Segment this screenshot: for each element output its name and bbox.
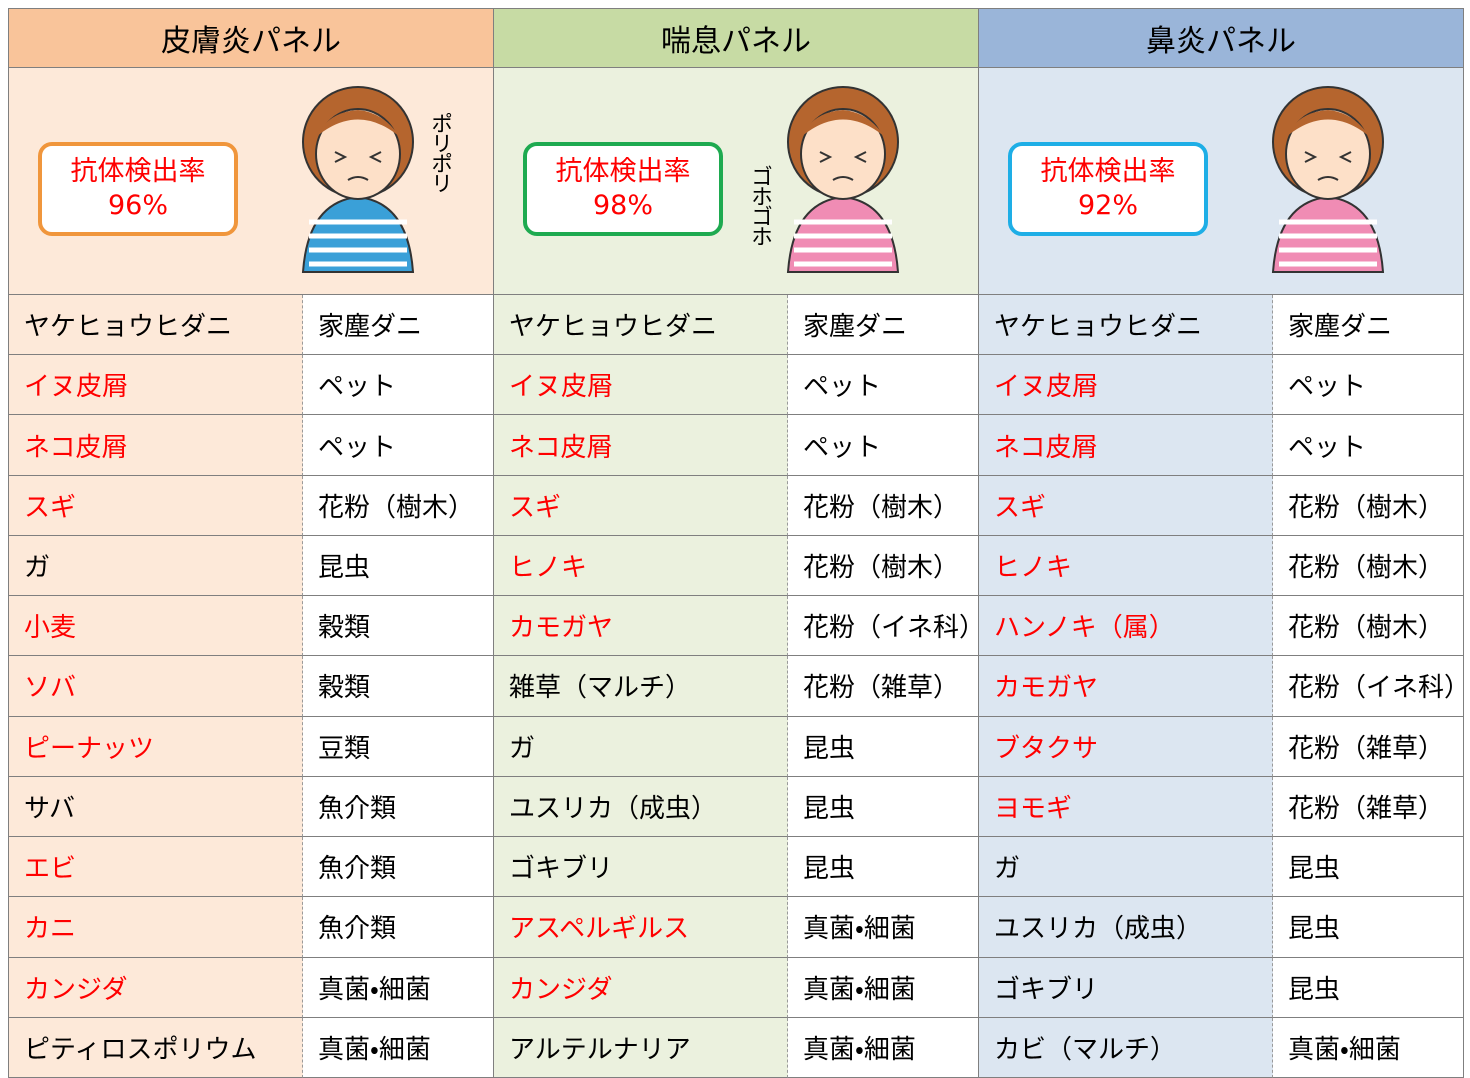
allergen-category: 真菌・細菌 bbox=[303, 957, 494, 1018]
panel-illustration-area bbox=[493, 68, 979, 295]
detection-rate-value: 92% bbox=[1077, 190, 1138, 221]
allergen-category: 花粉（雑草） bbox=[788, 656, 979, 717]
detection-rate-value: 96% bbox=[107, 190, 168, 221]
allergen-name: ブタクサ bbox=[978, 716, 1273, 777]
allergen-category: ペット bbox=[1273, 415, 1464, 476]
allergen-name: ハンノキ（属） bbox=[978, 596, 1273, 657]
allergen-category: 家塵ダニ bbox=[303, 295, 494, 356]
allergen-category: 真菌・細菌 bbox=[788, 1017, 979, 1078]
allergen-name: サバ bbox=[8, 776, 303, 838]
allergen-name: ネコ皮屑 bbox=[493, 415, 788, 476]
allergen-name: ヒノキ bbox=[493, 535, 788, 597]
allergen-name: ユスリカ（成虫） bbox=[978, 897, 1273, 958]
allergen-name: 小麦 bbox=[8, 596, 303, 657]
allergen-category: 昆虫 bbox=[1273, 897, 1464, 958]
allergen-name: ソバ bbox=[8, 656, 303, 717]
allergen-category: 真菌・細菌 bbox=[303, 1017, 494, 1078]
detection-rate-box: 抗体検出率 96% bbox=[38, 142, 238, 236]
detection-rate-label: 抗体検出率 bbox=[70, 156, 206, 187]
character-illustration bbox=[786, 86, 900, 273]
allergen-category: 昆虫 bbox=[788, 837, 979, 898]
allergen-name: イヌ皮屑 bbox=[493, 355, 788, 416]
detection-rate-value: 98% bbox=[592, 190, 653, 221]
allergen-name: ヨモギ bbox=[978, 776, 1273, 838]
allergen-category: 昆虫 bbox=[303, 535, 494, 597]
sound-effect: ゴホゴホ bbox=[747, 165, 772, 245]
panel-header: 皮膚炎パネル bbox=[8, 8, 494, 68]
allergen-category: 真菌・細菌 bbox=[788, 957, 979, 1018]
allergen-category: ペット bbox=[303, 415, 494, 476]
detection-rate-box: 抗体検出率 98% bbox=[523, 142, 723, 236]
allergen-category: 昆虫 bbox=[788, 776, 979, 838]
allergen-name: スギ bbox=[493, 475, 788, 536]
panel-header: 喘息パネル bbox=[493, 8, 979, 68]
allergen-name: スギ bbox=[8, 475, 303, 536]
allergen-name: カンジダ bbox=[493, 957, 788, 1018]
sound-effect: ポリポリ bbox=[427, 112, 452, 192]
allergen-name: ガ bbox=[978, 837, 1273, 898]
allergen-category: 穀類 bbox=[303, 596, 494, 657]
allergen-name: カモガヤ bbox=[978, 656, 1273, 717]
allergen-name: ガ bbox=[8, 535, 303, 597]
detection-rate-label: 抗体検出率 bbox=[555, 156, 691, 187]
allergen-category: 昆虫 bbox=[788, 716, 979, 777]
allergen-category: 昆虫 bbox=[1273, 837, 1464, 898]
allergen-category: ペット bbox=[303, 355, 494, 416]
allergen-category: ペット bbox=[1273, 355, 1464, 416]
allergen-name: ゴキブリ bbox=[978, 957, 1273, 1018]
allergen-name: アルテルナリア bbox=[493, 1017, 788, 1078]
character-illustration bbox=[301, 86, 415, 273]
allergen-name: ネコ皮屑 bbox=[978, 415, 1273, 476]
allergen-category: ペット bbox=[788, 415, 979, 476]
allergen-name: ユスリカ（成虫） bbox=[493, 776, 788, 838]
allergen-category: 花粉（樹木） bbox=[788, 475, 979, 536]
allergen-category: 魚介類 bbox=[303, 837, 494, 898]
detection-rate-label: 抗体検出率 bbox=[1040, 156, 1176, 187]
allergen-category: 昆虫 bbox=[1273, 957, 1464, 1018]
allergen-name: カモガヤ bbox=[493, 596, 788, 657]
allergen-category: 真菌・細菌 bbox=[1273, 1017, 1464, 1078]
allergen-category: 花粉（雑草） bbox=[1273, 716, 1464, 777]
allergen-name: ネコ皮屑 bbox=[8, 415, 303, 476]
panel-header: 鼻炎パネル bbox=[978, 8, 1464, 68]
allergen-category: ペット bbox=[788, 355, 979, 416]
allergen-name: イヌ皮屑 bbox=[978, 355, 1273, 416]
allergen-name: ヤケヒョウヒダニ bbox=[978, 295, 1273, 356]
allergen-name: アスペルギルス bbox=[493, 897, 788, 958]
allergen-category: 真菌・細菌 bbox=[788, 897, 979, 958]
allergen-category: 家塵ダニ bbox=[788, 295, 979, 356]
allergen-name: ヤケヒョウヒダニ bbox=[493, 295, 788, 356]
allergen-name: カンジダ bbox=[8, 957, 303, 1018]
allergen-name: ヒノキ bbox=[978, 535, 1273, 597]
character-illustration bbox=[1271, 86, 1385, 273]
allergen-name: スギ bbox=[978, 475, 1273, 536]
allergen-category: 花粉（イネ科） bbox=[788, 596, 985, 657]
allergen-name: ゴキブリ bbox=[493, 837, 788, 898]
allergen-category: 花粉（イネ科） bbox=[1273, 656, 1470, 717]
allergen-category: 魚介類 bbox=[303, 897, 494, 958]
allergen-category: 花粉（雑草） bbox=[1273, 776, 1464, 838]
allergen-name: ピティロスポリウム bbox=[8, 1017, 303, 1078]
allergen-name: ピーナッツ bbox=[8, 716, 303, 777]
allergen-category: 花粉（樹木） bbox=[1273, 596, 1464, 657]
allergen-category: 家塵ダニ bbox=[1273, 295, 1464, 356]
allergen-category: 花粉（樹木） bbox=[1273, 475, 1464, 536]
allergen-name: イヌ皮屑 bbox=[8, 355, 303, 416]
allergen-name: エビ bbox=[8, 837, 303, 898]
allergen-category: 花粉（樹木） bbox=[788, 535, 979, 597]
allergen-name: ヤケヒョウヒダニ bbox=[8, 295, 303, 356]
detection-rate-box: 抗体検出率 92% bbox=[1008, 142, 1208, 236]
allergen-category: 花粉（樹木） bbox=[303, 475, 494, 536]
allergen-name: カビ（マルチ） bbox=[978, 1017, 1273, 1078]
allergen-name: 雑草（マルチ） bbox=[493, 656, 788, 717]
allergen-category: 穀類 bbox=[303, 656, 494, 717]
allergen-name: カニ bbox=[8, 897, 303, 958]
allergen-category: 魚介類 bbox=[303, 776, 494, 838]
allergen-category: 豆類 bbox=[303, 716, 494, 777]
allergen-name: ガ bbox=[493, 716, 788, 777]
allergen-category: 花粉（樹木） bbox=[1273, 535, 1464, 597]
